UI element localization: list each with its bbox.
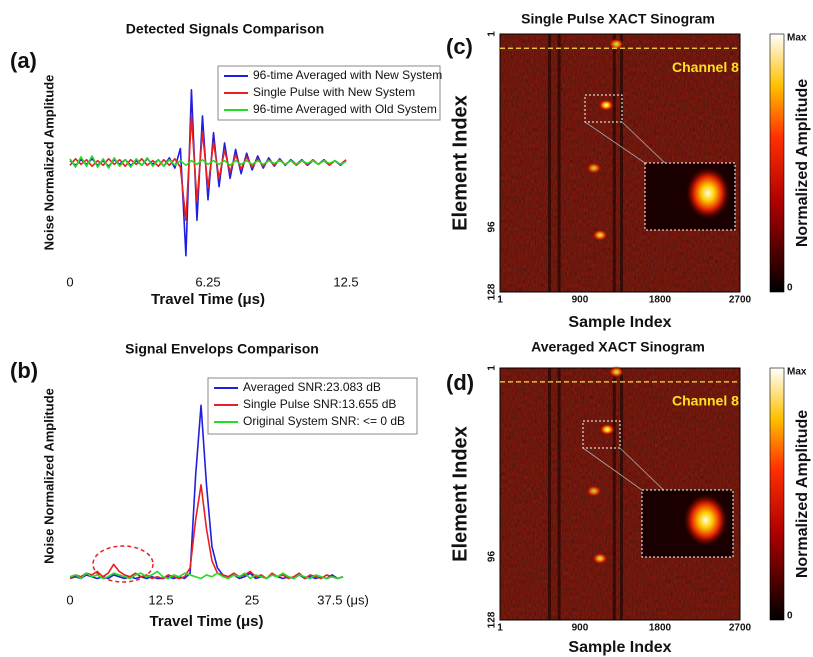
panel-label: (c) — [446, 34, 473, 59]
legend-label: 96-time Averaged with New System — [253, 68, 442, 82]
chart-title: Signal Envelops Comparison — [125, 341, 319, 357]
series-line — [70, 156, 346, 168]
channel-label: Channel 8 — [672, 59, 739, 75]
colorbar-tick-label: 0 — [787, 611, 793, 622]
stripe — [613, 368, 616, 620]
chart-title: Single Pulse XACT Sinogram — [521, 11, 715, 27]
x-tick-label: 25 — [245, 592, 259, 607]
signal-spot — [586, 162, 602, 174]
y-tick-label: 128 — [487, 283, 498, 300]
y-tick-label: 96 — [487, 551, 498, 563]
x-tick-label: 1800 — [649, 295, 672, 306]
stripe — [548, 34, 551, 292]
signal-spot — [586, 485, 602, 497]
figure: (a) Detected Signals Comparison 0 6.25 12.5 T… — [0, 0, 813, 657]
colorbar — [770, 34, 784, 292]
zoom-spot — [686, 167, 730, 219]
chart-title: Detected Signals Comparison — [126, 21, 324, 37]
legend-label: Single Pulse with New System — [253, 85, 415, 99]
signal-spot — [592, 552, 608, 564]
x-tick-label: 900 — [572, 295, 589, 306]
series-line — [70, 116, 346, 220]
zoom-spot — [684, 494, 728, 546]
y-axis-label: Element Index — [449, 426, 471, 562]
x-tick-label: 0 — [66, 592, 73, 607]
colorbar-label: Normalized Amplitude — [794, 79, 811, 247]
x-axis-label: Travel Time (μs) — [150, 613, 264, 630]
panel-label: (b) — [10, 358, 38, 383]
x-tick-label: 0 — [66, 274, 73, 289]
legend-label: Original System SNR: <= 0 dB — [243, 414, 405, 428]
stripe — [558, 368, 561, 620]
y-tick-label: 1 — [487, 31, 498, 37]
colorbar-label: Normalized Amplitude — [794, 410, 811, 578]
x-tick-label: 2700 — [729, 295, 752, 306]
legend-label: Single Pulse SNR:13.655 dB — [243, 397, 396, 411]
chart-title: Averaged XACT Sinogram — [531, 339, 705, 355]
colorbar-tick-label: Max — [787, 33, 807, 44]
colorbar-tick-label: Max — [787, 367, 807, 378]
signal-spot — [608, 366, 624, 378]
panel-label: (a) — [10, 48, 37, 73]
signal-spot — [592, 229, 608, 241]
x-tick-label: 6.25 — [195, 274, 220, 289]
x-tick-label: 2700 — [729, 623, 752, 634]
y-axis-label: Noise Normalized Amplitude — [41, 75, 56, 251]
y-tick-label: 96 — [487, 221, 498, 233]
x-tick-label: 37.5 (μs) — [317, 592, 369, 607]
signal-spot — [599, 424, 615, 436]
x-tick-label: 12.5 — [333, 274, 358, 289]
signal-spot — [598, 99, 614, 111]
x-tick-label: 900 — [572, 623, 589, 634]
stripe — [620, 34, 623, 292]
x-tick-label: 1 — [497, 295, 503, 306]
series-line — [70, 485, 343, 579]
x-axis-label: Sample Index — [568, 314, 671, 331]
x-tick-label: 1 — [497, 623, 503, 634]
x-axis-label: Sample Index — [568, 639, 671, 656]
stripe — [548, 368, 551, 620]
x-tick-label: 12.5 — [148, 592, 173, 607]
y-axis-label: Noise Normalized Amplitude — [41, 388, 56, 564]
channel-label: Channel 8 — [672, 393, 739, 409]
y-tick-label: 128 — [487, 611, 498, 628]
y-axis-label: Element Index — [449, 95, 471, 231]
x-tick-label: 1800 — [649, 623, 672, 634]
stripe — [558, 34, 561, 292]
stripe — [613, 34, 616, 292]
y-tick-label: 1 — [487, 365, 498, 371]
x-axis-label: Travel Time (μs) — [151, 291, 265, 308]
colorbar-tick-label: 0 — [787, 283, 793, 294]
colorbar — [770, 368, 784, 620]
panel-label: (d) — [446, 370, 474, 395]
legend-label: Averaged SNR:23.083 dB — [243, 380, 381, 394]
legend-label: 96-time Averaged with Old System — [253, 102, 437, 116]
stripe — [620, 368, 623, 620]
